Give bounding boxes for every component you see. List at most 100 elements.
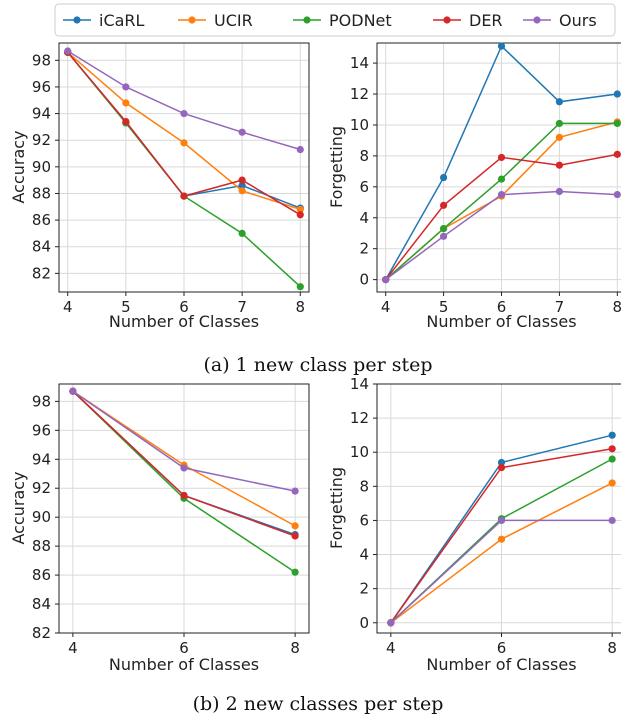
data-point	[555, 133, 564, 141]
y-tick-label: 96	[32, 78, 51, 96]
data-point	[497, 190, 506, 199]
y-axis-label: Accuracy	[9, 471, 28, 544]
y-tick-label: 10	[350, 116, 369, 134]
data-point	[439, 224, 448, 233]
data-point	[497, 463, 506, 472]
y-tick-label: 0	[359, 271, 369, 289]
y-axis-label: Forgetting	[327, 467, 346, 549]
x-tick-label: 4	[386, 639, 396, 657]
y-tick-label: 82	[32, 264, 51, 282]
data-point	[439, 173, 448, 182]
data-point	[608, 445, 616, 453]
y-tick-label: 90	[32, 158, 51, 176]
data-point	[497, 42, 506, 50]
series-ours	[69, 387, 299, 495]
data-point	[608, 479, 616, 487]
legend-label: Ours	[559, 11, 597, 30]
series-ours	[382, 187, 621, 284]
x-tick-label: 6	[497, 639, 507, 657]
data-point	[122, 83, 130, 91]
legend-swatch-marker	[533, 16, 541, 24]
y-tick-label: 98	[32, 51, 51, 69]
y-tick-label: 92	[32, 479, 51, 497]
legend-label: UCIR	[214, 11, 253, 30]
data-point	[238, 187, 246, 195]
y-tick-label: 88	[32, 184, 51, 202]
x-tick-label: 8	[613, 298, 621, 316]
caption-a: (a) 1 new class per step	[203, 354, 432, 376]
y-tick-label: 14	[350, 54, 369, 72]
legend-swatch-marker	[73, 16, 81, 24]
x-tick-label: 8	[607, 639, 617, 657]
y-tick-label: 84	[32, 595, 51, 613]
y-axis-label: Forgetting	[327, 126, 346, 208]
y-tick-label: 0	[359, 614, 369, 632]
y-tick-label: 94	[32, 450, 51, 468]
legend-frame	[54, 3, 616, 37]
chart-forgetting-2-classes: 4 6 8 0 2 4 6 8 10 12 14 Number of Classes Forgettin…	[327, 375, 621, 674]
data-point	[122, 99, 130, 107]
legend-entry-ucir: UCIR	[178, 11, 253, 30]
data-point	[613, 119, 621, 128]
chart-accuracy-2-classes: 4 6 8 82 84 86 88 90 92 94 96 98 Number of Classes Ac…	[9, 383, 310, 674]
data-point	[382, 276, 390, 284]
data-point	[238, 128, 246, 136]
y-tick-label: 88	[32, 537, 51, 555]
y-tick-label: 6	[359, 178, 369, 196]
data-point	[296, 205, 304, 214]
data-point	[180, 192, 188, 200]
y-tick-label: 2	[359, 580, 369, 598]
y-axis-label: Accuracy	[9, 130, 28, 203]
data-point	[608, 455, 616, 463]
data-point	[387, 619, 395, 627]
y-tick-label: 90	[32, 508, 51, 526]
x-tick-label: 5	[439, 298, 449, 316]
data-point	[613, 90, 621, 98]
y-tick-label: 92	[32, 131, 51, 149]
data-point	[608, 516, 616, 525]
data-point	[497, 175, 506, 183]
x-tick-label: 4	[63, 298, 73, 316]
grid	[59, 384, 309, 634]
data-point	[180, 464, 188, 472]
x-tick-label: 5	[121, 298, 131, 316]
x-axis-label: Number of Classes	[426, 312, 576, 331]
x-tick-label: 4	[381, 298, 391, 316]
data-point	[613, 190, 621, 199]
y-tick-label: 4	[359, 546, 369, 564]
data-point	[238, 181, 246, 190]
y-tick-label: 86	[32, 211, 51, 229]
data-point	[291, 522, 299, 530]
y-tick-label: 8	[359, 147, 369, 165]
x-tick-label: 7	[555, 298, 565, 316]
legend: iCaRL UCIR PODNet DER Ours	[54, 3, 616, 37]
y-tick-label: 10	[350, 443, 369, 461]
x-tick-label: 6	[179, 298, 189, 316]
x-tick-label: 8	[290, 639, 300, 657]
legend-entry-der: DER	[433, 11, 503, 30]
data-point	[555, 119, 564, 128]
y-tick-label: 82	[32, 624, 51, 642]
series-ucir	[64, 48, 304, 214]
y-tick-label: 2	[359, 240, 369, 258]
plot-frame	[376, 383, 621, 634]
data-point	[291, 568, 299, 576]
x-axis-label: Number of Classes	[109, 312, 259, 331]
data-point	[291, 532, 299, 540]
data-point	[291, 487, 299, 495]
y-tick-label: 12	[350, 409, 369, 427]
data-point	[238, 229, 246, 238]
legend-swatch-marker	[188, 16, 196, 24]
plot-frame	[58, 42, 310, 293]
legend-swatch-marker	[303, 16, 311, 24]
y-tick-label: 98	[32, 392, 51, 410]
data-point	[439, 232, 448, 240]
data-point	[555, 161, 564, 169]
data-point	[555, 187, 564, 196]
y-tick-label: 8	[359, 477, 369, 495]
legend-label: DER	[469, 11, 503, 30]
x-tick-label: 4	[68, 639, 78, 657]
y-tick-label: 94	[32, 105, 51, 123]
legend-entry-icarl: iCaRL	[63, 11, 145, 30]
grid	[377, 43, 621, 292]
